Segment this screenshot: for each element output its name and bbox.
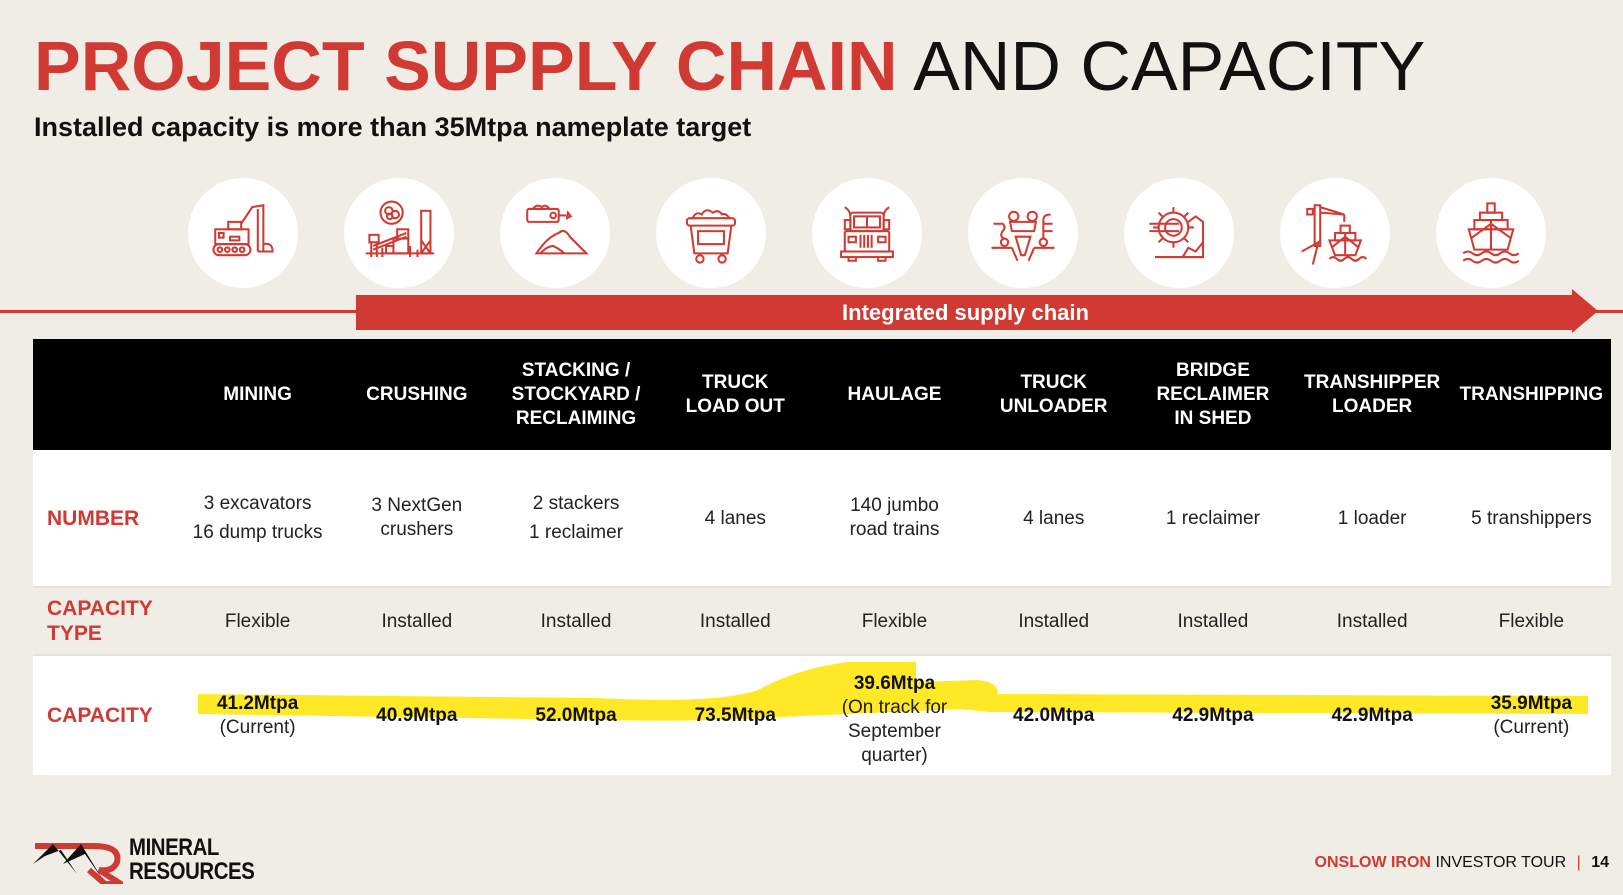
arrow-head-icon	[1572, 289, 1598, 333]
column-header-bridge-reclaimer: BRIDGE RECLAIMER IN SHED	[1133, 339, 1293, 450]
row-label-number: NUMBER	[33, 450, 178, 587]
column-header-stacking: STACKING / STOCKYARD / RECLAIMING	[496, 339, 656, 450]
logo-line-1: MINERAL	[129, 834, 219, 861]
table-cell: 42.9Mtpa	[1133, 654, 1293, 775]
table-cell: 42.0Mtpa	[974, 654, 1134, 775]
table-cell: Installed	[974, 586, 1134, 655]
table-cell: 4 lanes	[655, 450, 815, 587]
column-header-transhipper-loader: TRANSHIPPER LOADER	[1292, 339, 1452, 450]
table-cell: Flexible	[1451, 586, 1611, 655]
integrated-supply-chain-arrow	[356, 295, 1575, 330]
table-cell: Installed	[655, 586, 815, 655]
table-cell: Installed	[337, 586, 497, 655]
title-black-part: AND CAPACITY	[913, 27, 1426, 105]
table-cell: 140 jumbo road trains	[814, 450, 975, 587]
table-cell: Installed	[1292, 586, 1452, 655]
excavator-icon	[188, 178, 298, 288]
table-cell: 41.2Mtpa (Current)	[178, 654, 338, 775]
row-label-capacity: CAPACITY	[33, 654, 178, 775]
column-header-mining: MINING	[178, 339, 338, 450]
logo-line-2: RESOURCES	[129, 858, 255, 885]
table-cell: 3 NextGen crushers	[337, 450, 497, 587]
column-header-truck-unloader: TRUCK UNLOADER	[974, 339, 1134, 450]
crushing-plant-icon	[344, 178, 454, 288]
table-cell: 3 excavators 16 dump trucks	[178, 450, 338, 587]
table-cell: 2 stackers 1 reclaimer	[496, 450, 656, 587]
mineral-resources-logo: MINERAL RESOURCES	[33, 836, 277, 884]
table-cell: 1 reclaimer	[1133, 450, 1293, 587]
table-cell: 52.0Mtpa	[496, 654, 656, 775]
table-cell: Installed	[1133, 586, 1293, 655]
table-cell: Flexible	[178, 586, 338, 655]
capacity-table: MINING CRUSHING STACKING / STOCKYARD / REC…	[33, 339, 1611, 775]
bucket-wheel-reclaimer-icon	[1124, 178, 1234, 288]
stacker-stockpile-icon	[500, 178, 610, 288]
crane-ship-loader-icon	[1280, 178, 1390, 288]
column-header-haulage: HAULAGE	[814, 339, 975, 450]
title-red-part: PROJECT SUPPLY CHAIN	[34, 27, 898, 105]
table-row-capacity-type: CAPACITY TYPE Flexible Installed Installe…	[33, 586, 1611, 655]
supply-chain-icon-row	[0, 178, 1623, 288]
table-cell: 4 lanes	[974, 450, 1134, 587]
ore-cart-icon	[656, 178, 766, 288]
table-cell: 5 transhippers	[1451, 450, 1611, 587]
table-cell: 1 loader	[1292, 450, 1452, 587]
arrow-label: Integrated supply chain	[842, 300, 1089, 325]
column-header-truck-load-out: TRUCK LOAD OUT	[655, 339, 815, 450]
row-header-blank	[33, 339, 178, 450]
table-cell: 40.9Mtpa	[337, 654, 497, 775]
page-number: 14	[1591, 854, 1609, 871]
page-title: PROJECT SUPPLY CHAIN AND CAPACITY	[34, 26, 1425, 106]
column-header-crushing: CRUSHING	[337, 339, 497, 450]
table-cell: 35.9Mtpa (Current)	[1451, 654, 1611, 775]
table-cell: Flexible	[814, 586, 975, 655]
mountain-logo-icon	[33, 843, 123, 884]
table-cell: 73.5Mtpa	[655, 654, 815, 775]
footer: ONSLOW IRON INVESTOR TOUR | 14	[1315, 854, 1609, 872]
ship-icon	[1436, 178, 1546, 288]
page-subtitle: Installed capacity is more than 35Mtpa n…	[34, 112, 752, 142]
table-cell: Installed	[496, 586, 656, 655]
table-row-capacity: CAPACITY 41.2Mtpa (Current) 40.9Mtpa 52.0…	[33, 654, 1611, 775]
footer-event: INVESTOR TOUR	[1435, 854, 1567, 871]
table-row-number: NUMBER 3 excavators 16 dump trucks 3 Next…	[33, 450, 1611, 587]
row-label-capacity-type: CAPACITY TYPE	[33, 586, 178, 655]
column-header-transhipping: TRANSHIPPING	[1451, 339, 1611, 450]
table-header-row: MINING CRUSHING STACKING / STOCKYARD / REC…	[33, 339, 1611, 450]
footer-separator: |	[1576, 854, 1581, 871]
table-cell: 42.9Mtpa	[1292, 654, 1452, 775]
truck-unloader-icon	[968, 178, 1078, 288]
table-cell: 39.6Mtpa (On track for September quarter)	[814, 654, 975, 775]
footer-project: ONSLOW IRON	[1314, 854, 1431, 871]
road-train-truck-icon	[812, 178, 922, 288]
